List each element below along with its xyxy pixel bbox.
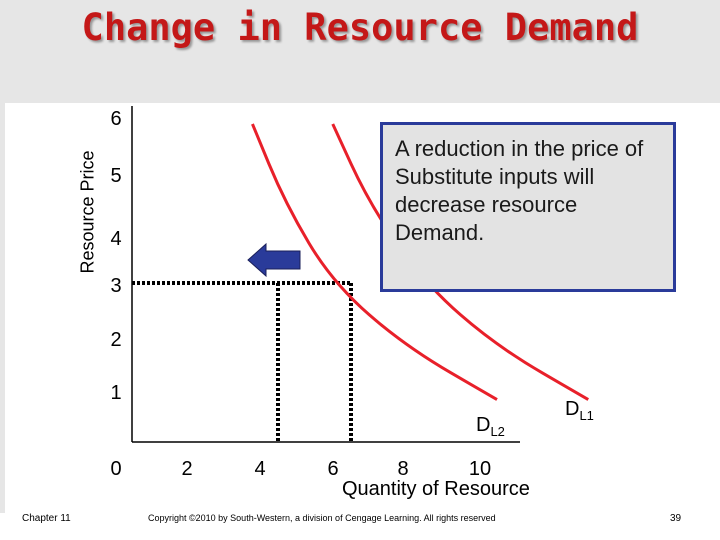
x-tick-10: 10 bbox=[468, 458, 492, 480]
x-tick-2: 2 bbox=[181, 458, 193, 480]
x-tick-4: 4 bbox=[254, 458, 266, 480]
y-tick-5: 5 bbox=[110, 165, 122, 187]
x-axis-label: Quantity of Resource bbox=[342, 478, 530, 500]
footer-copyright: Copyright ©2010 by South-Western, a divi… bbox=[148, 513, 496, 523]
x-tick-8: 8 bbox=[397, 458, 409, 480]
annotation-text: A reduction in the price of Substitute i… bbox=[395, 136, 644, 245]
y-tick-1: 1 bbox=[110, 382, 122, 404]
curve-label-dl2-main: D bbox=[476, 414, 491, 436]
footer-chapter: Chapter 11 bbox=[22, 513, 71, 524]
title-banner bbox=[0, 0, 720, 103]
slide-title: Change in Resource Demand bbox=[81, 6, 639, 49]
curve-label-dl1-sub: L1 bbox=[579, 408, 594, 423]
demand-curve-dl2 bbox=[251, 123, 498, 401]
curve-label-dl2-sub: L2 bbox=[490, 424, 505, 439]
curve-label-dl1-main: D bbox=[565, 398, 580, 420]
y-tick-2: 2 bbox=[110, 329, 122, 351]
annotation-box: A reduction in the price of Substitute i… bbox=[380, 122, 676, 292]
y-tick-3: 3 bbox=[110, 275, 122, 297]
footer-page-number: 39 bbox=[670, 513, 682, 524]
y-tick-4: 4 bbox=[110, 228, 122, 250]
curve-label-dl2: DL2 bbox=[476, 414, 505, 439]
reference-lines bbox=[132, 281, 353, 442]
y-tick-0: 0 bbox=[110, 458, 122, 480]
shift-left-arrow-icon bbox=[247, 242, 301, 278]
y-tick-6: 6 bbox=[110, 108, 122, 130]
left-accent-bar bbox=[0, 103, 5, 513]
x-tick-6: 6 bbox=[327, 458, 339, 480]
curve-label-dl1: DL1 bbox=[565, 398, 594, 423]
